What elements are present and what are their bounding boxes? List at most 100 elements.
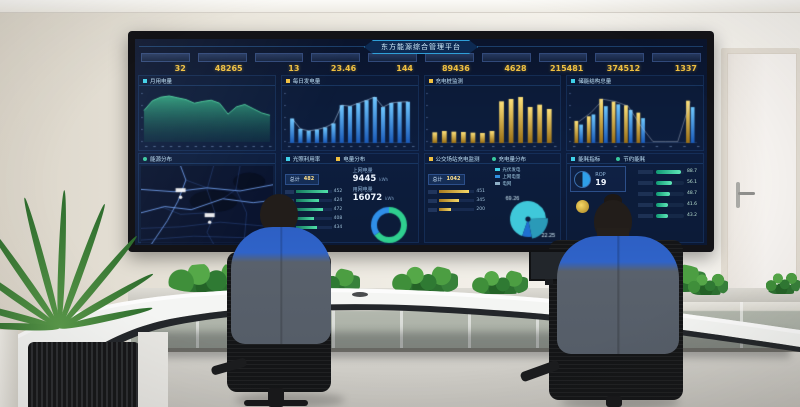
kpi-value: 1337 [674, 64, 697, 73]
rop-card: ROP 19 [570, 166, 627, 192]
stat-online-power: 上网电量 9445 kWh [352, 168, 389, 184]
kpi-label [652, 53, 701, 62]
hbar-label [427, 207, 437, 212]
kpi-cell: 215481 [536, 53, 591, 75]
charging-bar-chart [426, 88, 559, 150]
savings-value: 48.7 [687, 191, 698, 196]
total-label: 总计 [432, 177, 443, 183]
hbar-value: 200 [476, 207, 485, 212]
plant-pot [0, 330, 18, 407]
savings-row: 56.1 [638, 177, 700, 188]
potted-plant [766, 270, 800, 294]
potted-plant [392, 266, 458, 293]
kpi-label [197, 53, 247, 62]
hbar-label [427, 198, 437, 203]
kpi-value: 215481 [549, 64, 584, 73]
kpi-value: 89436 [441, 64, 470, 73]
hbar-value: 451 [476, 189, 485, 194]
kpi-label [368, 53, 417, 62]
panel-title: 节约能耗 [623, 156, 646, 163]
legend-swatch [495, 168, 501, 171]
panel-title: 能源分布 [150, 156, 173, 163]
palm-plant [0, 148, 155, 332]
panel-icon [571, 156, 576, 161]
hbar-value: 424 [333, 198, 343, 203]
panel-title: 每日发电量 [292, 78, 321, 85]
panel-monthly-power: 月用电量 [138, 75, 276, 151]
desk-base-cabinet [28, 342, 140, 407]
panel-title: 公交场站充电监测 [435, 156, 480, 163]
savings-label [638, 213, 654, 218]
daily-generation-bar-chart [283, 88, 416, 150]
rop-value: 19 [595, 177, 607, 187]
hbar-value: 434 [333, 225, 343, 230]
kpi-cell: 13 [252, 53, 307, 75]
desk-grommet [352, 292, 368, 297]
total-value: 482 [303, 176, 315, 182]
savings-list: 88.7 56.1 48.7 41.6 43.2 [635, 164, 703, 243]
panel-energy-map: 能源分布 [138, 153, 276, 244]
dashboard-title: 东方能源综合管理平台 [364, 40, 478, 54]
door-lock-plate [736, 182, 740, 208]
kpi-cell: 23.46 [308, 53, 363, 75]
kpi-value: 32 [174, 64, 186, 73]
dashboard-header: 东方能源综合管理平台 [135, 39, 707, 52]
power-dist-stats: 上网电量 9445 kWh 用网电量 16072 kWh [350, 164, 418, 245]
panel-title: 储能结构总量 [578, 78, 612, 85]
potted-plant [472, 270, 528, 294]
panel-title: 月用电量 [150, 78, 173, 85]
operator-right [557, 194, 679, 354]
savings-label [638, 202, 654, 207]
panel-icon [336, 156, 341, 161]
kpi-value: 23.46 [330, 64, 357, 73]
savings-row: 43.2 [638, 210, 700, 221]
panel-light-and-power: 光照利用率 电量分布 总计 482 452 424 472 408 434 上网电量 9 [280, 153, 419, 245]
kpi-value: 48265 [214, 64, 243, 73]
charge-dist-chart: 光伏发电 上网电量 电网 [492, 164, 566, 243]
savings-label [638, 180, 654, 185]
light-use-list: 总计 482 452 424 472 408 434 [282, 164, 350, 243]
panel-title: 充电桩监测 [435, 78, 464, 85]
operator-right-jacket [557, 236, 679, 354]
kpi-row: 32 48265 13 23.46 144 89436 4628 215481 374512 13… [135, 52, 707, 75]
panel-icon [143, 78, 147, 83]
panel-storage-structure: 储能结构总量 [566, 75, 704, 151]
hbar-row: 345 [427, 196, 490, 205]
gauge-icon [574, 170, 592, 188]
kpi-cell: 89436 [422, 53, 477, 75]
kpi-label [595, 53, 645, 62]
hbar-value: 408 [333, 216, 343, 221]
operator-left [231, 194, 331, 344]
savings-row: 88.7 [638, 166, 700, 177]
panel-daily-generation: 每日发电量 [280, 75, 419, 151]
chair-caster-left [244, 400, 308, 406]
panel-icon [616, 156, 621, 161]
kpi-label [254, 53, 304, 62]
panel-charging-monitor: 充电桩监测 [423, 75, 562, 151]
kpi-label [141, 53, 190, 62]
kpi-cell: 48265 [195, 53, 250, 75]
legend-item: 上网电量 [495, 173, 557, 180]
panel-title: 光照利用率 [292, 156, 321, 163]
kpi-value: 4628 [504, 64, 527, 73]
savings-value: 43.2 [687, 213, 698, 218]
chart-row-bottom: 能源分布 光照利用率 电量分布 总计 482 452 424 472 408 434 [135, 153, 707, 245]
charge-legend: 光伏发电 上网电量 电网 [495, 166, 557, 187]
operator-left-jacket [231, 227, 331, 344]
savings-value: 41.6 [687, 202, 698, 207]
panel-title: 充电量分布 [498, 156, 527, 163]
savings-label [638, 191, 654, 196]
savings-row: 48.7 [638, 188, 700, 199]
legend-item: 光伏发电 [495, 166, 557, 173]
door-handle [738, 192, 755, 195]
hbar-label [284, 189, 294, 194]
kpi-cell: 144 [365, 53, 420, 75]
hbar-row: 451 [427, 187, 490, 196]
legend-swatch [495, 182, 501, 185]
kpi-value: 374512 [606, 64, 641, 73]
panel-title: 能耗指标 [578, 156, 601, 163]
kpi-cell: 4628 [479, 53, 534, 75]
coin-icon [576, 200, 590, 213]
ceiling [0, 0, 800, 13]
hbar-value: 345 [476, 198, 485, 203]
